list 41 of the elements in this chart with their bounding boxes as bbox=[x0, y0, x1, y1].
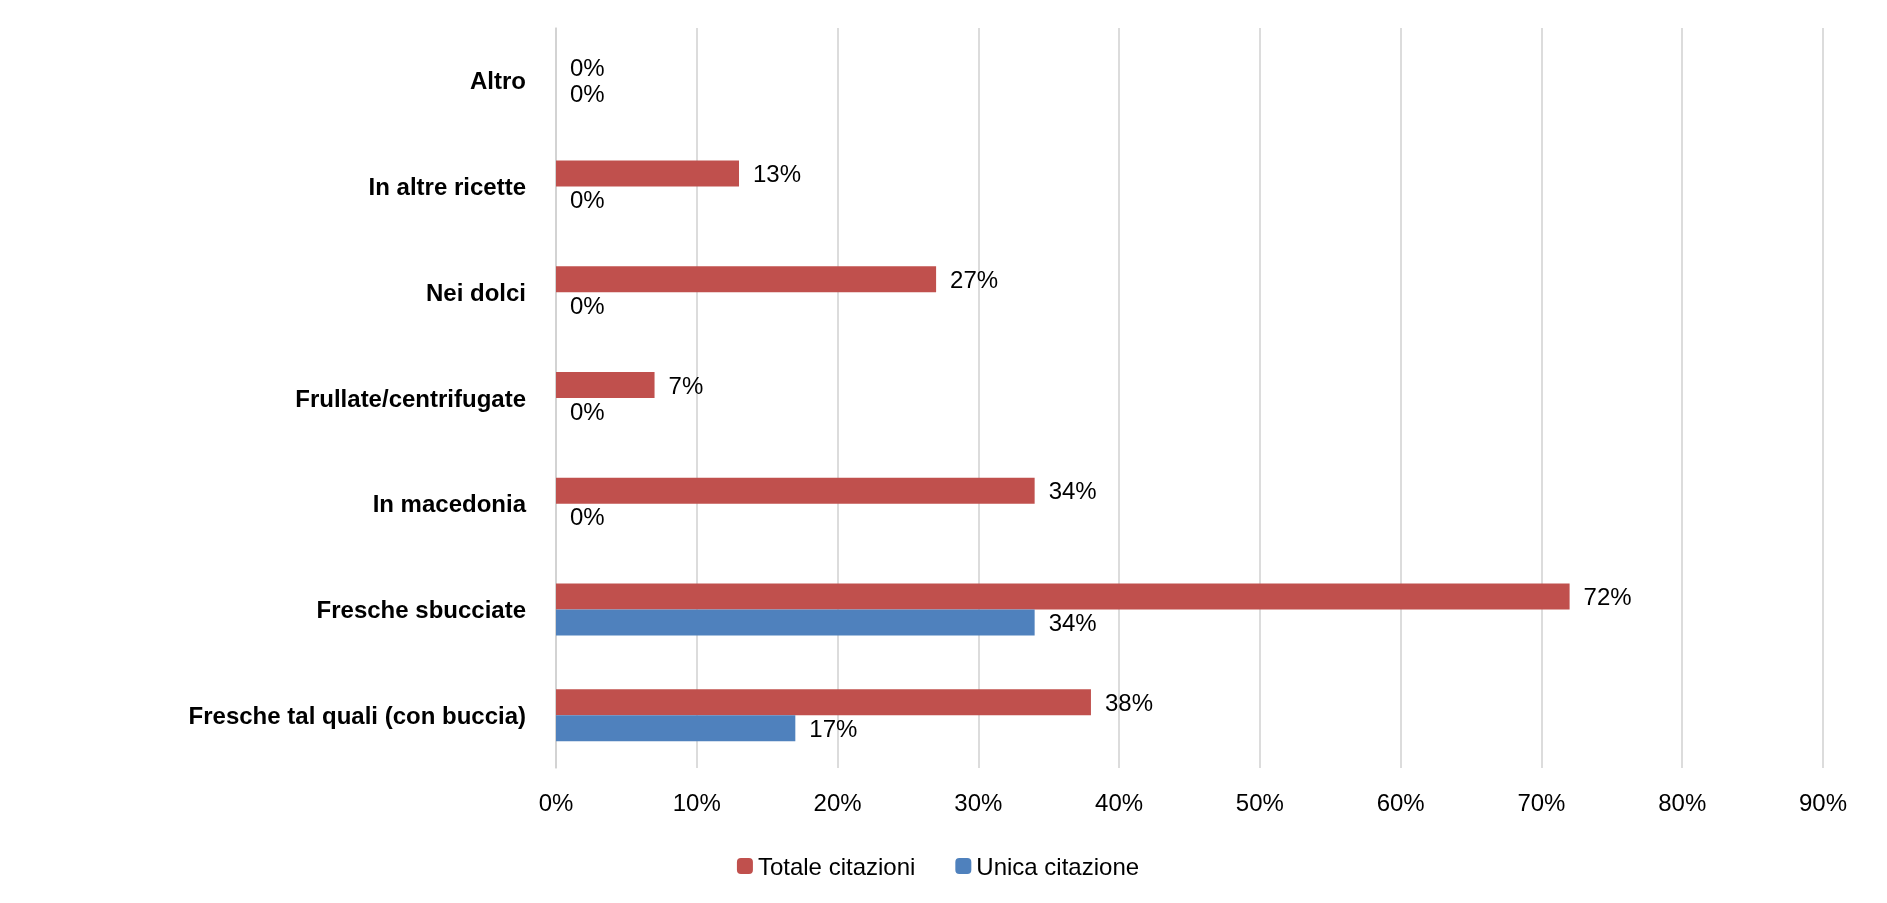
data-label: 0% bbox=[570, 291, 605, 319]
legend-label: Totale citazioni bbox=[757, 852, 916, 880]
y-tick-label: Fresche sbucciate bbox=[316, 595, 526, 623]
legend-label: Unica citazione bbox=[976, 852, 1140, 880]
data-label: 34% bbox=[1048, 608, 1097, 636]
data-label: 7% bbox=[668, 371, 704, 399]
data-label: 34% bbox=[1048, 477, 1097, 505]
y-tick-label: Fresche tal quali (con buccia) bbox=[188, 701, 526, 729]
data-label: 0% bbox=[570, 54, 605, 82]
bar bbox=[556, 477, 1035, 504]
data-label: 38% bbox=[1104, 688, 1153, 716]
data-label: 17% bbox=[809, 714, 858, 742]
x-tick-label: 50% bbox=[1235, 788, 1284, 816]
x-tick-label: 40% bbox=[1095, 788, 1144, 816]
x-tick-label: 10% bbox=[672, 788, 721, 816]
data-label: 0% bbox=[570, 80, 605, 108]
x-tick-label: 0% bbox=[538, 788, 574, 816]
x-tick-label: 90% bbox=[1798, 788, 1848, 816]
x-tick-label: 20% bbox=[813, 788, 862, 816]
bar bbox=[556, 266, 937, 293]
data-label: 0% bbox=[570, 397, 605, 425]
y-tick-label: Nei dolci bbox=[425, 278, 526, 306]
x-tick-label: 30% bbox=[954, 788, 1003, 816]
y-tick-label: Frullate/centrifugate bbox=[295, 384, 526, 412]
bar bbox=[556, 372, 655, 398]
y-tick-label: In altre ricette bbox=[368, 173, 526, 201]
bar bbox=[556, 715, 796, 742]
bar bbox=[556, 160, 740, 187]
bar bbox=[556, 609, 1035, 636]
bar bbox=[556, 583, 1570, 610]
y-tick-label: In macedonia bbox=[372, 490, 527, 518]
bar bbox=[556, 689, 1091, 716]
x-tick-label: 60% bbox=[1376, 788, 1425, 816]
data-label: 0% bbox=[570, 503, 605, 531]
data-label: 13% bbox=[753, 160, 802, 188]
data-label: 0% bbox=[570, 186, 605, 214]
data-label: 72% bbox=[1583, 582, 1632, 610]
x-tick-label: 70% bbox=[1517, 788, 1566, 816]
x-tick-label: 80% bbox=[1658, 788, 1707, 816]
data-label: 27% bbox=[950, 265, 999, 293]
y-tick-label: Altro bbox=[470, 67, 526, 95]
